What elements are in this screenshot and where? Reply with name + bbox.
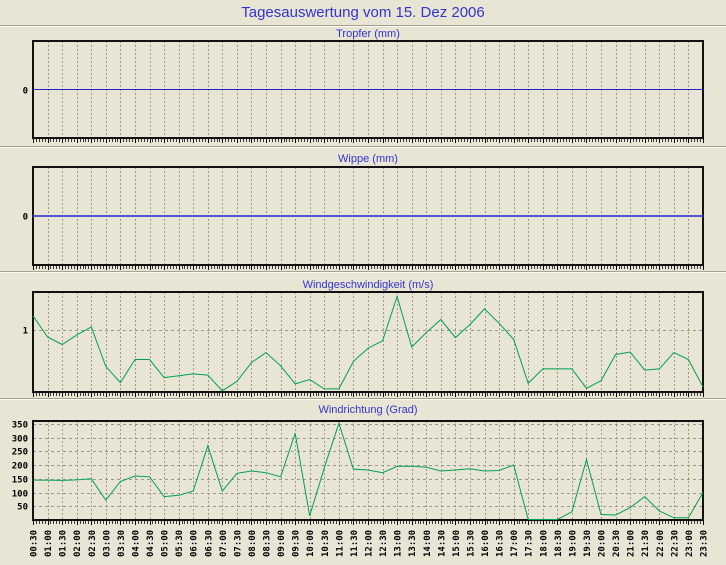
x-axis-time-label: 20:30 <box>612 530 622 557</box>
x-axis-time-label: 23:30 <box>700 530 710 557</box>
x-axis-time-label: 06:00 <box>190 530 200 557</box>
plot-border <box>32 291 704 393</box>
x-axis-time-label: 04:00 <box>132 530 142 557</box>
x-axis-time-label: 12:00 <box>365 530 375 557</box>
x-axis-time-label: 05:00 <box>161 530 171 557</box>
panel-separator-2 <box>0 271 726 273</box>
x-axis-time-label: 03:30 <box>117 530 127 557</box>
x-axis-time-label: 17:00 <box>510 530 520 557</box>
wippe-chart: 0 <box>23 166 704 270</box>
x-axis-time-label: 21:30 <box>641 530 651 557</box>
x-axis-time-label: 00:30 <box>30 530 40 557</box>
x-axis-time-label: 06:30 <box>204 530 214 557</box>
x-axis-time-label: 14:00 <box>423 530 433 557</box>
data-line <box>33 421 704 520</box>
x-axis-time-label: 16:00 <box>481 530 491 557</box>
wind-speed-chart: 1 <box>23 291 704 397</box>
x-axis-time-label: 09:00 <box>277 530 287 557</box>
y-axis-tick-label: 0 <box>23 87 28 97</box>
x-axis-time-label: 16:30 <box>496 530 506 557</box>
x-axis-time-label: 09:30 <box>292 530 302 557</box>
x-axis-time-label: 13:00 <box>394 530 404 557</box>
y-axis-tick-label: 0 <box>23 213 28 223</box>
x-axis-time-label: 18:00 <box>539 530 549 557</box>
y-axis-tick-label: 350 <box>12 421 28 431</box>
x-axis-time-label: 02:00 <box>73 530 83 557</box>
plot-border <box>32 420 704 521</box>
tropfer-chart: 0 <box>23 40 704 143</box>
title-separator <box>0 25 726 27</box>
x-axis-time-label: 22:00 <box>656 530 666 557</box>
x-axis-time-label: 10:30 <box>321 530 331 557</box>
y-axis-tick-label: 300 <box>12 435 28 445</box>
x-axis-time-label: 12:30 <box>379 530 389 557</box>
panel-title-windgeschwindigkeit: Windgeschwindigkeit (m/s) <box>302 279 434 291</box>
panel-separator-1 <box>0 146 726 148</box>
y-axis-tick-label: 250 <box>12 448 28 458</box>
x-axis-time-label: 01:30 <box>59 530 69 557</box>
x-axis-time-label: 02:30 <box>88 530 98 557</box>
x-axis-time-label: 23:00 <box>685 530 695 557</box>
y-axis-tick-label: 50 <box>17 503 28 513</box>
y-axis-tick-label: 100 <box>12 490 28 500</box>
x-axis-time-label: 05:30 <box>175 530 185 557</box>
report-title: Tagesauswertung vom 15. Dez 2006 <box>241 4 485 21</box>
x-axis-time-label: 11:00 <box>335 530 345 557</box>
x-axis-time-label: 15:00 <box>452 530 462 557</box>
x-axis-time-label: 20:00 <box>598 530 608 557</box>
panel-title-windrichtung: Windrichtung (Grad) <box>318 404 418 416</box>
x-axis-time-label: 22:30 <box>670 530 680 557</box>
x-axis-time-label: 19:30 <box>583 530 593 557</box>
x-axis-time-label: 10:00 <box>306 530 316 557</box>
x-axis-time-label: 04:30 <box>146 530 156 557</box>
x-axis-time-label: 07:30 <box>233 530 243 557</box>
panel-title-wippe: Wippe (mm) <box>338 153 398 165</box>
panel-title-tropfer: Tropfer (mm) <box>336 28 400 40</box>
x-axis-time-label: 18:30 <box>554 530 564 557</box>
wind-direction-chart: 50 100 150 200 250 300 350 00:30 01:00 01:30 02:00… <box>12 420 710 557</box>
y-axis-tick-label: 200 <box>12 462 28 472</box>
x-axis-time-label: 21:00 <box>627 530 637 557</box>
x-axis-time-label: 19:00 <box>568 530 578 557</box>
panel-separator-3 <box>0 398 726 400</box>
x-axis-time-label: 14:30 <box>437 530 447 557</box>
x-axis-time-label: 07:00 <box>219 530 229 557</box>
x-axis-time-label: 01:00 <box>44 530 54 557</box>
y-axis-tick-label: 1 <box>23 327 28 337</box>
x-axis-time-label: 11:30 <box>350 530 360 557</box>
x-axis-time-label: 03:00 <box>102 530 112 557</box>
x-axis-time-label: 13:30 <box>408 530 418 557</box>
data-line <box>32 294 704 392</box>
x-axis-time-label: 17:30 <box>525 530 535 557</box>
x-axis-time-label: 15:30 <box>467 530 477 557</box>
x-axis-time-label: 08:00 <box>248 530 258 557</box>
y-axis-tick-label: 150 <box>12 476 28 486</box>
x-axis-time-label: 08:30 <box>263 530 273 557</box>
